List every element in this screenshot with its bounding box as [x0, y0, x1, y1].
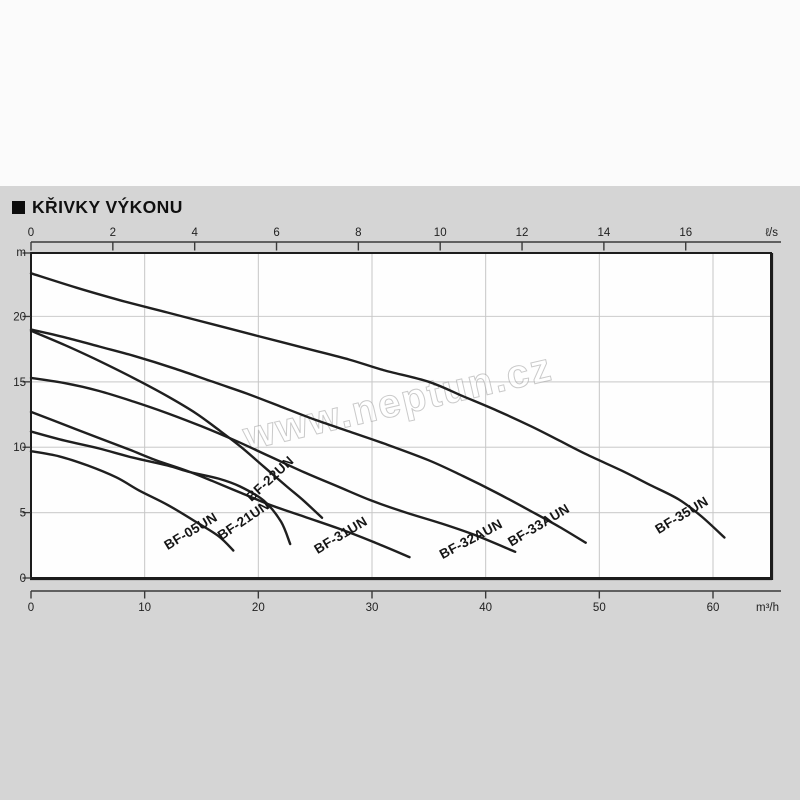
left-axis-tick-label: 10 [13, 442, 26, 454]
top-axis-tick-label: 8 [355, 227, 361, 239]
curve-BF-32AUN [29, 376, 517, 553]
left-axis-tick-label: 15 [13, 377, 26, 389]
bottom-axis-tick-label: 10 [138, 602, 151, 614]
top-axis-tick-label: 14 [597, 227, 610, 239]
curve-BF-22UN [29, 329, 324, 519]
bottom-axis-tick-label: 40 [479, 602, 492, 614]
curve-BF-35UN [29, 272, 726, 539]
top-axis-tick-label: 16 [679, 227, 692, 239]
bottom-axis-tick-label: 60 [707, 602, 720, 614]
top-axis-unit: ℓ/s [765, 227, 778, 239]
curve-BF-33AUN [29, 328, 587, 544]
curve-BF-05UN [29, 450, 235, 552]
top-axis-tick-label: 0 [28, 227, 34, 239]
top-axis-tick-label: 12 [516, 227, 529, 239]
top-axis-tick-label: 2 [110, 227, 116, 239]
bottom-axis-tick-label: 20 [252, 602, 265, 614]
bottom-axis-tick-label: 50 [593, 602, 606, 614]
plot-area [31, 253, 771, 578]
top-axis-tick-label: 6 [273, 227, 279, 239]
top-axis-tick-label: 4 [191, 227, 198, 239]
section-header: KŘIVKY VÝKONU [12, 196, 183, 218]
left-axis-unit: m [16, 247, 26, 259]
top-axis-tick-label: 10 [434, 227, 447, 239]
left-axis-tick-label: 0 [20, 573, 26, 585]
bottom-axis-unit: m³/h [756, 602, 779, 614]
left-axis-tick-label: 5 [20, 508, 26, 520]
bottom-axis-tick-label: 30 [366, 602, 379, 614]
square-bullet-icon [12, 200, 25, 214]
left-axis-tick-label: 20 [13, 311, 26, 323]
curve-BF-31UN [29, 410, 411, 559]
section-title: KŘIVKY VÝKONU [32, 196, 183, 217]
bottom-axis-tick-label: 0 [28, 602, 34, 614]
